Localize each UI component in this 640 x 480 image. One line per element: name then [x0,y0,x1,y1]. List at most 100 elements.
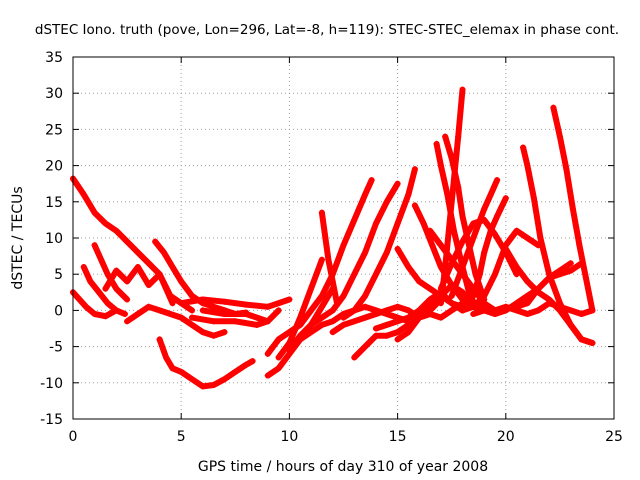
data-point [567,260,574,267]
data-point [340,314,347,321]
data-point [87,278,94,285]
data-point [163,354,170,361]
data-point [275,354,282,361]
x-tick-label: 15 [389,429,407,445]
data-point [169,365,176,372]
x-tick-label: 20 [497,429,515,445]
data-point [189,292,196,299]
data-point [556,133,563,140]
data-point [481,249,488,256]
data-point [372,332,379,339]
data-point [221,298,228,305]
data-point [124,296,131,303]
data-point [362,292,369,299]
data-point [264,318,271,325]
data-point [416,278,423,285]
data-point [362,343,369,350]
series-14 [286,180,401,354]
series-33 [470,300,596,318]
data-point [80,263,87,270]
data-point [160,249,167,256]
data-point [221,329,228,336]
data-point [427,285,434,292]
series-8 [178,296,293,310]
data-point [169,300,176,307]
data-point [567,321,574,328]
series-line [124,303,228,339]
data-point [546,296,553,303]
data-point [134,263,141,270]
series-37 [513,260,585,310]
data-point [286,347,293,354]
data-point [134,249,141,256]
data-point [394,303,401,310]
data-point [297,321,304,328]
data-point [394,245,401,252]
data-point [351,216,358,223]
y-tick-label: -5 [49,340,63,356]
data-point [466,289,473,296]
data-point [199,329,206,336]
data-point [578,336,585,343]
data-point [524,300,531,307]
series-line [178,296,293,310]
series-13 [264,177,375,357]
data-point [470,303,477,310]
data-point [275,307,282,314]
y-tick-label: 5 [54,267,63,283]
data-point [362,191,369,198]
data-point [394,180,401,187]
data-point [459,238,466,245]
data-point [520,144,527,151]
series-35 [502,245,596,346]
data-point [104,300,111,307]
data-point [578,260,585,267]
data-point [368,177,375,184]
data-point [491,231,498,238]
data-point [429,242,436,249]
y-tick-label: -15 [40,412,63,428]
data-point [502,195,509,202]
data-point [459,213,466,220]
data-point [275,336,282,343]
data-point [491,271,498,278]
data-point [95,289,102,296]
data-point [448,260,455,267]
data-point [264,350,271,357]
data-point [448,300,455,307]
data-point [167,311,174,318]
data-point [308,307,315,314]
data-point [156,336,163,343]
y-tick-label: 0 [54,303,63,319]
data-point [491,307,498,314]
grid [72,56,615,420]
data-point [556,307,563,314]
data-point [405,307,412,314]
data-point [113,285,120,292]
data-point [513,227,520,234]
data-point [535,285,542,292]
data-point [569,206,576,213]
series-line [459,195,509,314]
data-point [210,381,217,388]
data-point [556,271,563,278]
data-point [481,307,488,314]
data-point [113,267,120,274]
data-point [444,191,451,198]
data-point [437,314,444,321]
data-point [470,292,477,299]
data-point [297,336,304,343]
data-point [450,177,457,184]
series-3 [91,242,131,303]
data-point [113,307,120,314]
data-point [249,358,256,365]
data-point [253,314,260,321]
data-point [334,300,341,307]
data-point [455,184,462,191]
data-point [383,249,390,256]
data-point [351,271,358,278]
data-point [470,220,477,227]
data-point [340,242,347,249]
data-point [362,303,369,310]
y-tick-label: 10 [45,231,63,247]
